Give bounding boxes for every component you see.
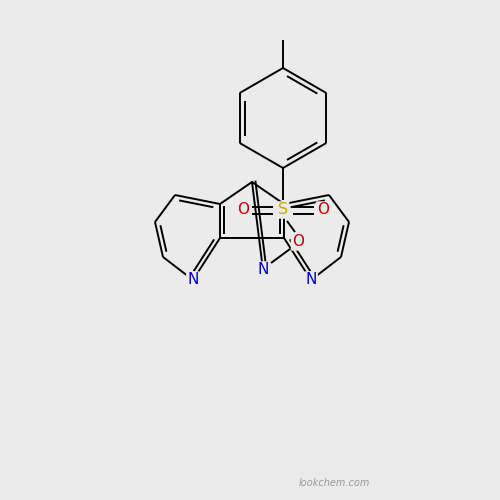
Text: O: O	[292, 234, 304, 250]
Text: S: S	[278, 202, 288, 218]
Text: N: N	[306, 272, 316, 287]
Text: lookchem.com: lookchem.com	[298, 478, 370, 488]
Text: O: O	[237, 202, 249, 218]
Text: N: N	[188, 272, 198, 287]
Text: N: N	[258, 262, 268, 278]
Text: O: O	[317, 202, 329, 218]
